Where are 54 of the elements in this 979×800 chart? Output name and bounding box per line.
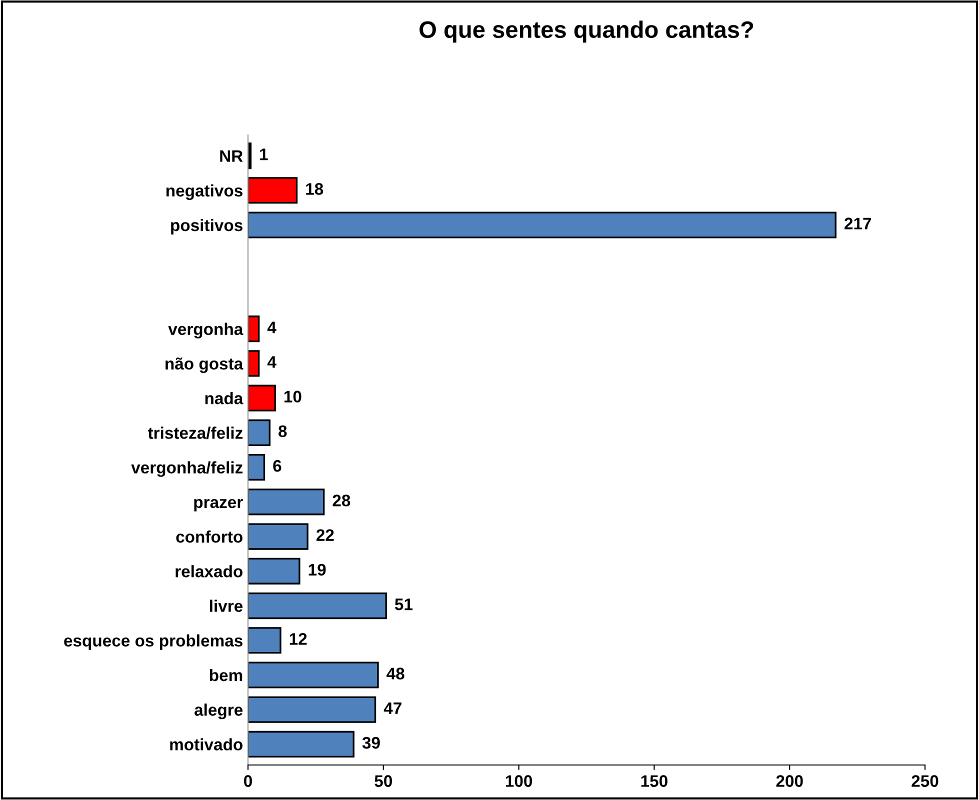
x-tick-label: 150 — [641, 775, 668, 787]
bar — [248, 523, 308, 550]
bar — [248, 696, 376, 723]
y-tick-label: alegre — [194, 704, 243, 720]
y-tick-label: prazer — [194, 498, 243, 512]
data-label: 51 — [394, 598, 413, 610]
y-tick-label: esquece os problemas — [64, 634, 242, 650]
y-tick-label: nada — [205, 392, 244, 404]
data-label: 6 — [273, 460, 282, 472]
y-tick-label: vergonha — [168, 322, 244, 338]
data-label: 22 — [316, 529, 334, 541]
bar — [248, 592, 387, 620]
data-label: 48 — [386, 668, 404, 680]
data-label: 1 — [260, 148, 268, 160]
y-tick-label: motivado — [170, 738, 242, 750]
data-label: 39 — [362, 736, 380, 749]
data-label: 28 — [332, 494, 350, 506]
bar — [248, 316, 260, 342]
y-tick-label: relaxado — [176, 565, 242, 578]
y-tick-label: bem — [210, 668, 242, 682]
y-tick-label: positivos — [171, 218, 242, 234]
x-tick-label: 200 — [776, 775, 803, 787]
bar — [248, 662, 379, 688]
x-tick-label: 50 — [374, 775, 392, 787]
data-label: 19 — [308, 564, 326, 576]
bar — [248, 558, 300, 584]
data-label: 8 — [278, 425, 287, 438]
bar — [248, 488, 325, 516]
y-tick-label: não gosta — [166, 357, 244, 373]
bar — [248, 350, 260, 377]
bar — [248, 627, 282, 654]
y-tick-label: vergonha/feliz — [131, 461, 243, 477]
chart-title: O que sentes quando cantas? — [420, 20, 754, 43]
y-tick-label: livre — [210, 600, 243, 612]
bar — [248, 730, 354, 758]
y-tick-label: NR — [220, 150, 243, 162]
y-tick-label: conforto — [176, 530, 242, 543]
y-tick-label: tristeza/feliz — [148, 426, 243, 440]
data-label: 4 — [267, 356, 276, 368]
x-tick-label: 250 — [912, 775, 938, 787]
y-tick-label: negativos — [166, 184, 242, 200]
data-label: 4 — [267, 322, 276, 334]
x-tick-label: 0 — [244, 775, 252, 787]
bar — [248, 177, 298, 204]
data-label: 18 — [306, 183, 324, 195]
data-label: 10 — [284, 390, 302, 403]
data-label: 12 — [290, 633, 307, 645]
bar — [248, 419, 270, 446]
x-tick-label: 100 — [506, 775, 532, 787]
bar — [248, 384, 276, 412]
data-label: 47 — [384, 702, 402, 714]
data-label: 217 — [844, 218, 872, 230]
bar — [248, 212, 836, 238]
bar — [248, 454, 266, 481]
